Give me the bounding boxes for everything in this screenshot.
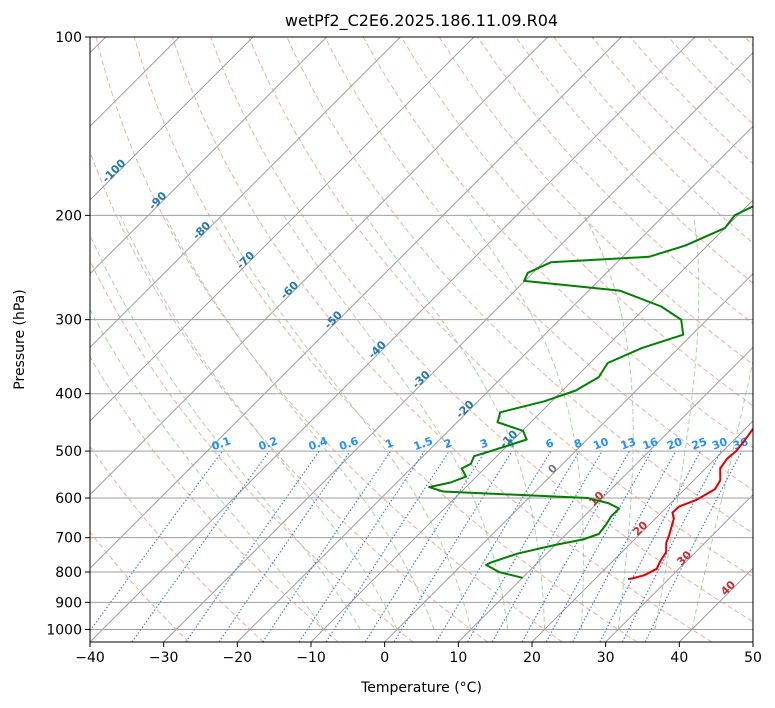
mixing-ratio-label: 0.4 xyxy=(307,434,330,453)
mixing-ratio-label: 16 xyxy=(641,435,660,453)
mixing-ratio-line xyxy=(599,450,701,642)
mixing-ratio-line xyxy=(131,450,270,642)
y-tick-label: 900 xyxy=(55,595,82,611)
mixing-ratio-label: 0.6 xyxy=(338,434,361,453)
isotherm xyxy=(90,37,254,201)
moist-adiabat xyxy=(90,308,324,630)
moist-adiabat xyxy=(90,233,361,630)
y-tick-label: 600 xyxy=(55,491,82,507)
y-tick-label: 1000 xyxy=(46,622,82,638)
mixing-ratio-line xyxy=(521,450,630,642)
y-tick-label: 200 xyxy=(55,208,82,224)
dry-adiabat xyxy=(90,445,264,642)
horizontal-grid xyxy=(90,37,753,630)
dry-adiabat xyxy=(515,37,753,284)
moist-adiabat xyxy=(583,215,634,630)
y-tick-label: 100 xyxy=(55,30,82,46)
isotherm xyxy=(605,493,753,642)
moist-adiabat xyxy=(364,215,546,630)
isotherm xyxy=(384,272,753,642)
mixing-ratio-label: 0.1 xyxy=(210,434,233,453)
dry-adiabat xyxy=(324,37,753,491)
temperature-line xyxy=(627,427,753,580)
isotherm xyxy=(90,37,696,642)
x-tick-label: 50 xyxy=(744,650,762,666)
y-axis-ticks: 100 200 300 400 500 600 700 800 900 1000 xyxy=(46,30,90,638)
isotherm xyxy=(457,346,753,642)
moist-adiabat xyxy=(217,215,472,630)
mixing-ratio-label: 25 xyxy=(690,435,709,452)
isotherm xyxy=(90,37,328,275)
skewed-isotherms xyxy=(90,37,753,642)
mixing-ratio-line xyxy=(364,450,486,642)
dry-adiabats xyxy=(90,37,753,642)
dry-adiabat xyxy=(95,37,563,642)
y-tick-label: 700 xyxy=(55,531,82,547)
dry-adiabat xyxy=(90,259,414,642)
mixing-ratio-label: 3 xyxy=(478,436,490,451)
mixing-ratio-line xyxy=(262,450,392,642)
dry-adiabat xyxy=(248,37,753,578)
isotherm xyxy=(90,37,622,570)
dry-adiabat xyxy=(210,37,753,623)
profile-series xyxy=(428,205,753,580)
mixing-ratio-label: 1 xyxy=(384,436,396,451)
mixing-ratio-line xyxy=(325,450,450,642)
plot-frame xyxy=(89,36,754,643)
mixing-ratio-line xyxy=(545,450,653,642)
isotherm xyxy=(90,37,401,349)
x-tick-label: −30 xyxy=(149,650,179,666)
dry-adiabat xyxy=(438,37,753,366)
mixing-ratio-label: 10 xyxy=(591,435,610,453)
x-tick-label: 20 xyxy=(523,650,541,666)
mixing-ratio-line xyxy=(185,450,320,642)
y-tick-label: 800 xyxy=(55,565,82,581)
mixing-ratio-label: 1.5 xyxy=(412,434,435,453)
mixing-ratio-line xyxy=(298,450,425,642)
dry-adiabat xyxy=(90,531,190,642)
x-tick-label: 30 xyxy=(597,650,615,666)
mixing-ratio-label: 6 xyxy=(544,436,556,451)
isotherm xyxy=(90,37,549,496)
mixing-ratio-line xyxy=(90,450,223,632)
chart-title: wetPf2_C2E6.2025.186.11.09.R04 xyxy=(285,11,558,31)
x-axis-label: Temperature (°C) xyxy=(360,680,482,696)
y-tick-label: 400 xyxy=(55,387,82,403)
y-axis-label: Pressure (hPa) xyxy=(12,289,28,389)
mixing-ratio-label: 30 xyxy=(710,435,729,453)
x-tick-label: −10 xyxy=(296,650,326,666)
mixing-ratio-line xyxy=(218,450,351,642)
dry-adiabat xyxy=(400,37,753,407)
moist-adiabat xyxy=(119,215,398,630)
mixing-ratio-line xyxy=(621,450,722,642)
isotherm xyxy=(236,125,753,642)
isotherm xyxy=(531,420,753,642)
moist-adiabat xyxy=(283,215,509,630)
isotherm xyxy=(163,51,753,642)
x-tick-label: 10 xyxy=(449,650,467,666)
mixing-ratio-label: 0.2 xyxy=(257,434,280,453)
x-tick-label: −20 xyxy=(223,650,253,666)
mixing-ratio-lines xyxy=(90,450,743,642)
mixing-ratio-line xyxy=(644,450,743,642)
y-tick-label: 500 xyxy=(55,444,82,460)
mixing-ratio-label: 8 xyxy=(572,436,584,451)
y-tick-label: 300 xyxy=(55,313,82,329)
x-tick-label: 0 xyxy=(380,650,389,666)
dry-adiabat xyxy=(90,356,339,642)
mixing-ratio-label: 2 xyxy=(442,436,454,451)
dry-adiabat xyxy=(90,150,488,642)
x-tick-label: 40 xyxy=(670,650,688,666)
dry-adiabat xyxy=(133,37,638,642)
mixing-ratio-line xyxy=(393,450,513,642)
dry-adiabat xyxy=(171,37,712,642)
mixing-ratio-line xyxy=(572,450,677,642)
isotherm xyxy=(90,37,475,422)
mixing-ratio-label: 20 xyxy=(665,435,684,453)
mixing-ratio-label: 13 xyxy=(619,435,638,452)
dewpoint-line xyxy=(428,205,753,579)
x-tick-label: −40 xyxy=(75,650,105,666)
x-axis-ticks: −40 −30 −20 −10 0 10 20 30 40 50 xyxy=(75,642,762,666)
